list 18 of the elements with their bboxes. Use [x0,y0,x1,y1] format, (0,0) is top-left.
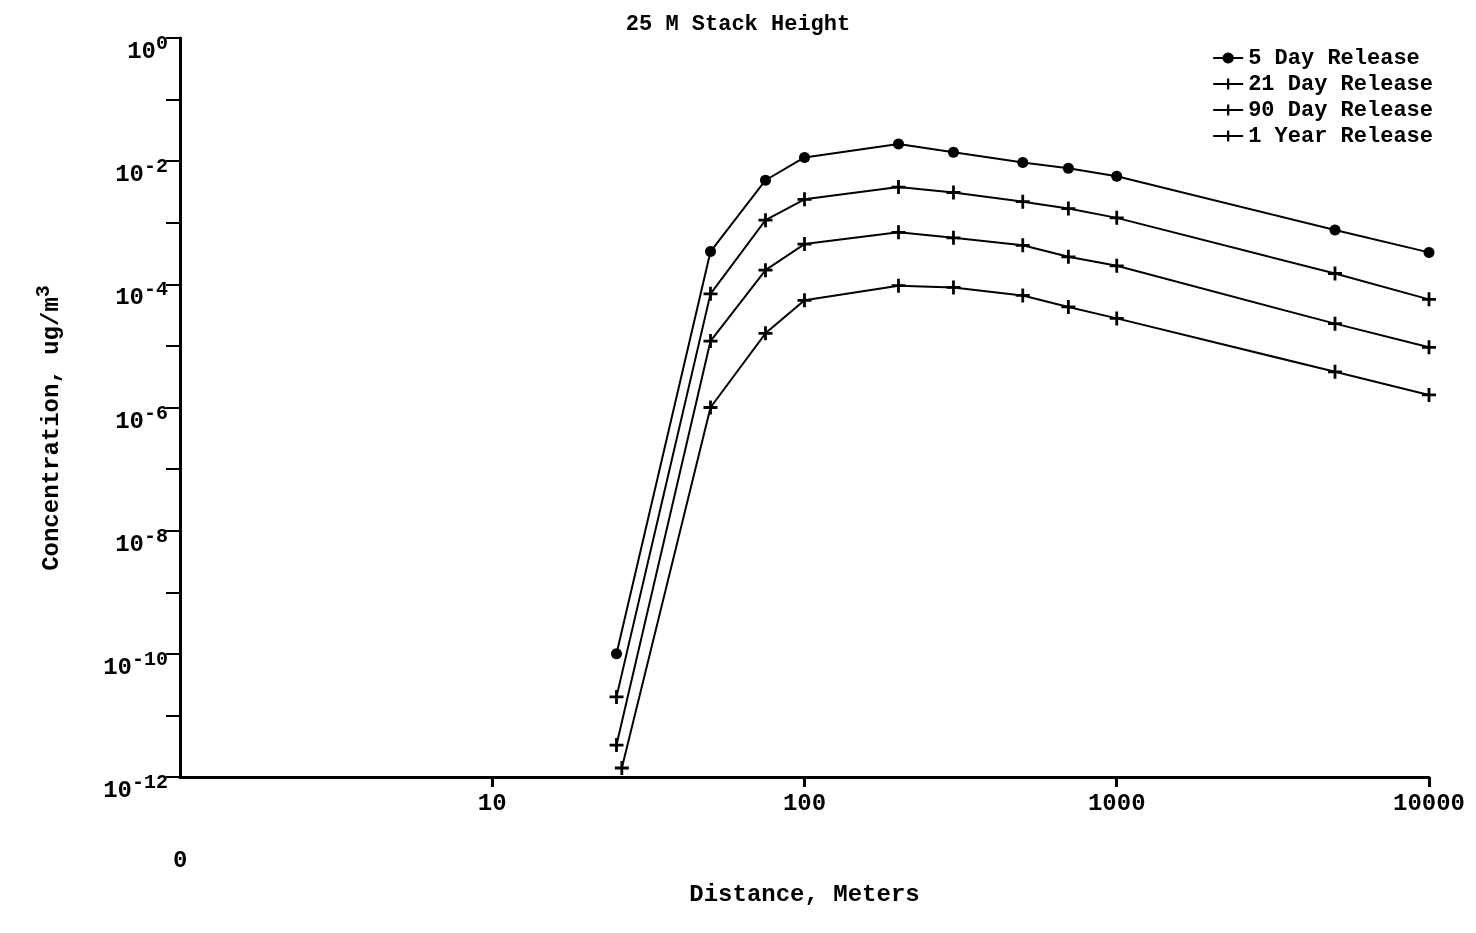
y-tick-label: 10$^{-4}$ [115,277,168,313]
legend-label: 5 Day Release [1248,45,1420,71]
x-tick-label: 10 [477,789,507,817]
legend-label: 21 Day Release [1248,71,1434,97]
x-tick-label: 1000 [1087,789,1146,817]
y-tick-label: 10$^{-8}$ [115,523,168,559]
chart-title: 25 M Stack Height [625,11,851,37]
x-axis-title: Distance, Meters [689,880,920,908]
y-tick-label: 10$^{-2}$ [115,154,168,190]
y-tick-label: 10$^{-12}$ [103,770,168,805]
x-tick-label: 100 [782,789,827,817]
y-tick-label: 10$^{-10}$ [103,646,168,682]
x-tick-label: 10000 [1392,789,1465,817]
text: 0 [173,847,188,875]
legend-label: 1 Year Release [1248,123,1434,149]
legend-label: 90 Day Release [1248,97,1434,123]
y-tick-label: 10$^{0}$ [127,31,168,66]
y-tick-label: 10$^{-6}$ [115,400,168,436]
